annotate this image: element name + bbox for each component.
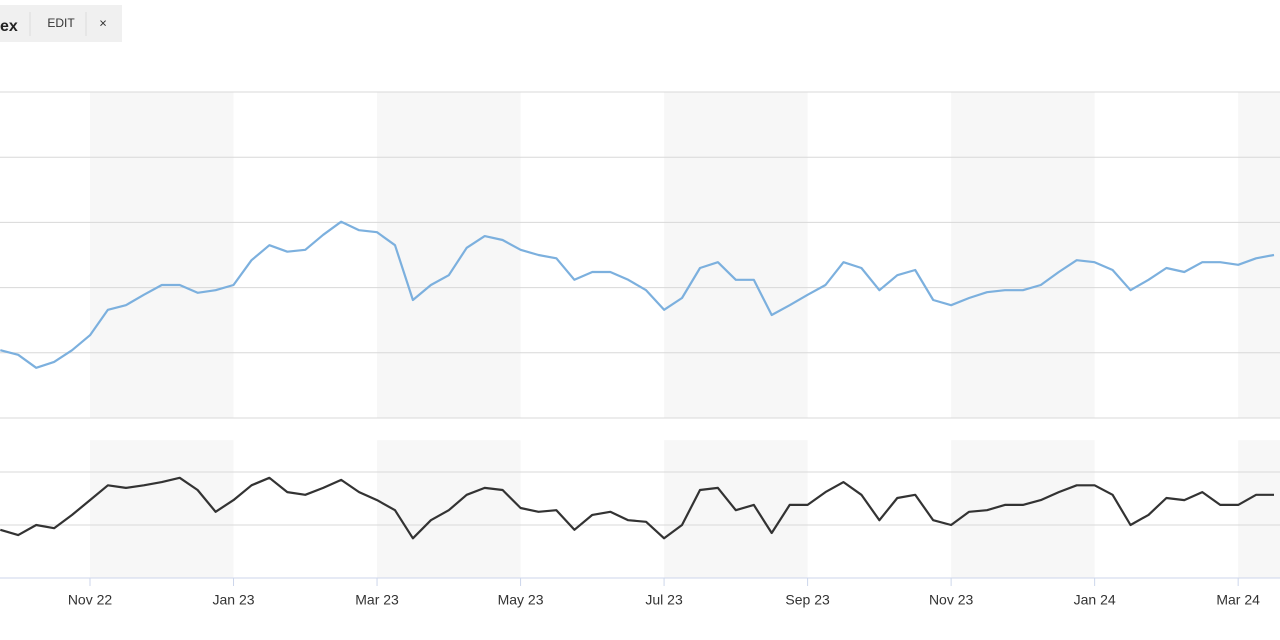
month-band bbox=[90, 440, 234, 578]
toolbar bbox=[0, 5, 122, 42]
month-band bbox=[1238, 440, 1280, 578]
edit-button[interactable]: EDIT bbox=[47, 16, 75, 30]
month-band bbox=[664, 92, 808, 418]
month-band bbox=[951, 440, 1095, 578]
close-button[interactable]: × bbox=[99, 15, 107, 30]
x-tick-label: May 23 bbox=[498, 592, 544, 608]
x-tick-label: Jan 24 bbox=[1074, 592, 1116, 608]
x-tick-label: Nov 22 bbox=[68, 592, 113, 608]
x-tick-label: Mar 23 bbox=[355, 592, 399, 608]
line-series bbox=[0, 220, 1275, 369]
x-tick-label: Nov 23 bbox=[929, 592, 974, 608]
line-series bbox=[0, 476, 1274, 540]
month-band bbox=[377, 92, 521, 418]
x-tick-label: Jul 23 bbox=[645, 592, 683, 608]
chart-title: ex bbox=[0, 18, 18, 35]
x-tick-label: Mar 24 bbox=[1216, 592, 1260, 608]
month-band bbox=[90, 92, 234, 418]
x-tick-label: Sep 23 bbox=[785, 592, 830, 608]
x-tick-label: Jan 23 bbox=[212, 592, 254, 608]
month-band bbox=[951, 92, 1095, 418]
